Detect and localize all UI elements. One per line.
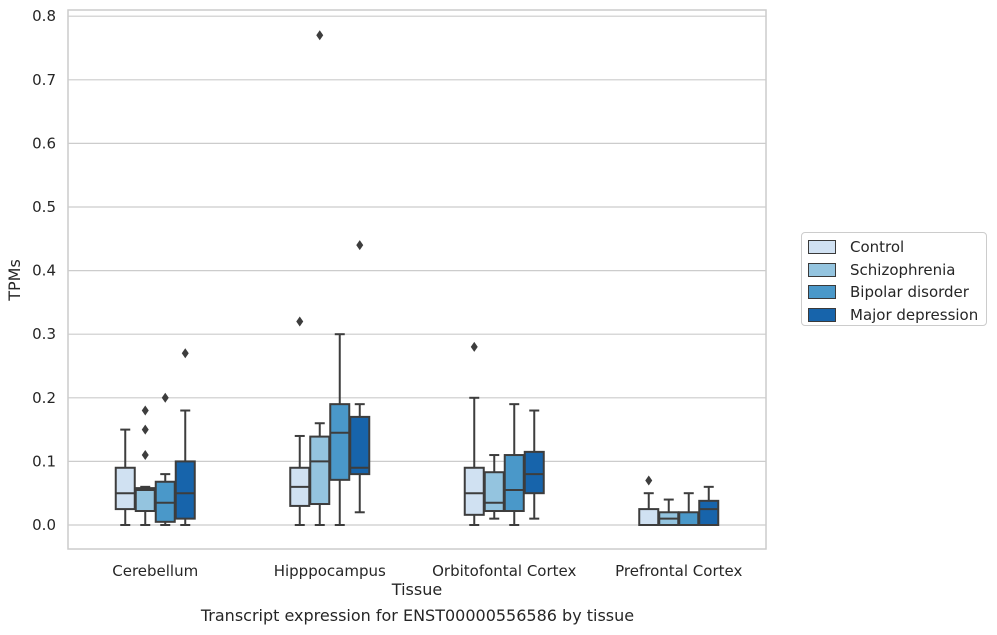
box-major-depression <box>523 409 545 520</box>
y-tick-label: 0.3 <box>32 325 56 343</box>
box-iqr <box>463 466 485 516</box>
box-control <box>638 475 660 527</box>
legend-item: Control <box>808 236 986 259</box>
box-iqr <box>638 508 660 527</box>
outlier-point <box>645 475 653 486</box>
x-tick-label: Prefrontal Cortex <box>615 562 742 580</box>
box-major-depression <box>349 240 371 514</box>
boxes <box>114 30 720 527</box>
box-iqr <box>174 460 196 520</box>
legend-label: Control <box>850 238 905 257</box>
y-tick-label: 0.1 <box>32 452 56 470</box>
x-tick-labels: Cerebellum Hipppocampus Orbitofontal Corte… <box>112 562 742 580</box>
legend-item: Major depression <box>808 304 986 327</box>
box-schizophrenia <box>134 405 156 526</box>
outlier-point <box>470 341 478 352</box>
box-control <box>114 428 136 526</box>
box-bipolar-disorder <box>503 403 525 526</box>
plot-frame <box>67 9 767 550</box>
y-tick-label: 0.7 <box>32 71 56 89</box>
y-axis-label: TPMs <box>5 259 24 302</box>
x-tick-label: Orbitofontal Cortex <box>432 562 576 580</box>
legend-item: Schizophrenia <box>808 259 986 282</box>
legend-label: Bipolar disorder <box>850 283 969 302</box>
outlier-point <box>141 450 149 461</box>
box-schizophrenia <box>658 498 680 527</box>
y-tick-labels: 0.0 0.1 0.2 0.3 0.4 0.5 0.6 0.7 0.8 <box>32 7 56 534</box>
gridlines <box>68 15 766 526</box>
box-bipolar-disorder <box>154 392 176 526</box>
box-iqr <box>678 511 700 527</box>
box-bipolar-disorder <box>329 333 351 526</box>
box-major-depression <box>174 348 196 526</box>
box-bipolar-disorder <box>678 492 700 527</box>
box-major-depression <box>698 485 720 526</box>
x-tick-label: Hipppocampus <box>274 562 386 580</box>
y-tick-label: 0.8 <box>32 7 56 25</box>
outlier-point <box>141 405 149 416</box>
legend-swatch <box>808 307 836 322</box>
x-tick-label: Cerebellum <box>112 562 198 580</box>
outlier-point <box>316 30 324 41</box>
box-iqr <box>134 487 156 513</box>
x-axis-label: Tissue <box>391 580 442 599</box>
outlier-point <box>141 424 149 435</box>
outlier-point <box>181 348 189 359</box>
box-iqr <box>503 454 525 513</box>
legend-swatch <box>808 285 836 300</box>
box-control <box>289 316 311 526</box>
y-tick-label: 0.5 <box>32 198 56 216</box>
legend-label: Major depression <box>850 305 979 324</box>
legend-label: Schizophrenia <box>850 260 956 279</box>
legend-swatch <box>808 240 836 255</box>
y-tick-label: 0.4 <box>32 262 56 280</box>
box-iqr <box>483 471 505 513</box>
y-tick-label: 0.2 <box>32 389 56 407</box>
box-iqr <box>329 403 351 481</box>
y-tick-label: 0.6 <box>32 134 56 152</box>
legend-swatch <box>808 262 836 277</box>
legend: Control Schizophrenia Bipolar disorder Majo… <box>801 232 987 326</box>
outlier-point <box>161 392 169 403</box>
box-iqr <box>309 435 331 506</box>
box-schizophrenia <box>309 30 331 526</box>
outlier-point <box>296 316 304 327</box>
box-control <box>463 341 485 526</box>
box-schizophrenia <box>483 454 505 520</box>
box-iqr <box>349 415 371 476</box>
box-iqr <box>114 466 136 511</box>
box-iqr <box>698 499 720 526</box>
chart-caption: Transcript expression for ENST0000055658… <box>200 606 635 625</box>
legend-item: Bipolar disorder <box>808 281 986 304</box>
box-iqr <box>523 450 545 495</box>
y-tick-label: 0.0 <box>32 516 56 534</box>
outlier-point <box>356 240 364 251</box>
